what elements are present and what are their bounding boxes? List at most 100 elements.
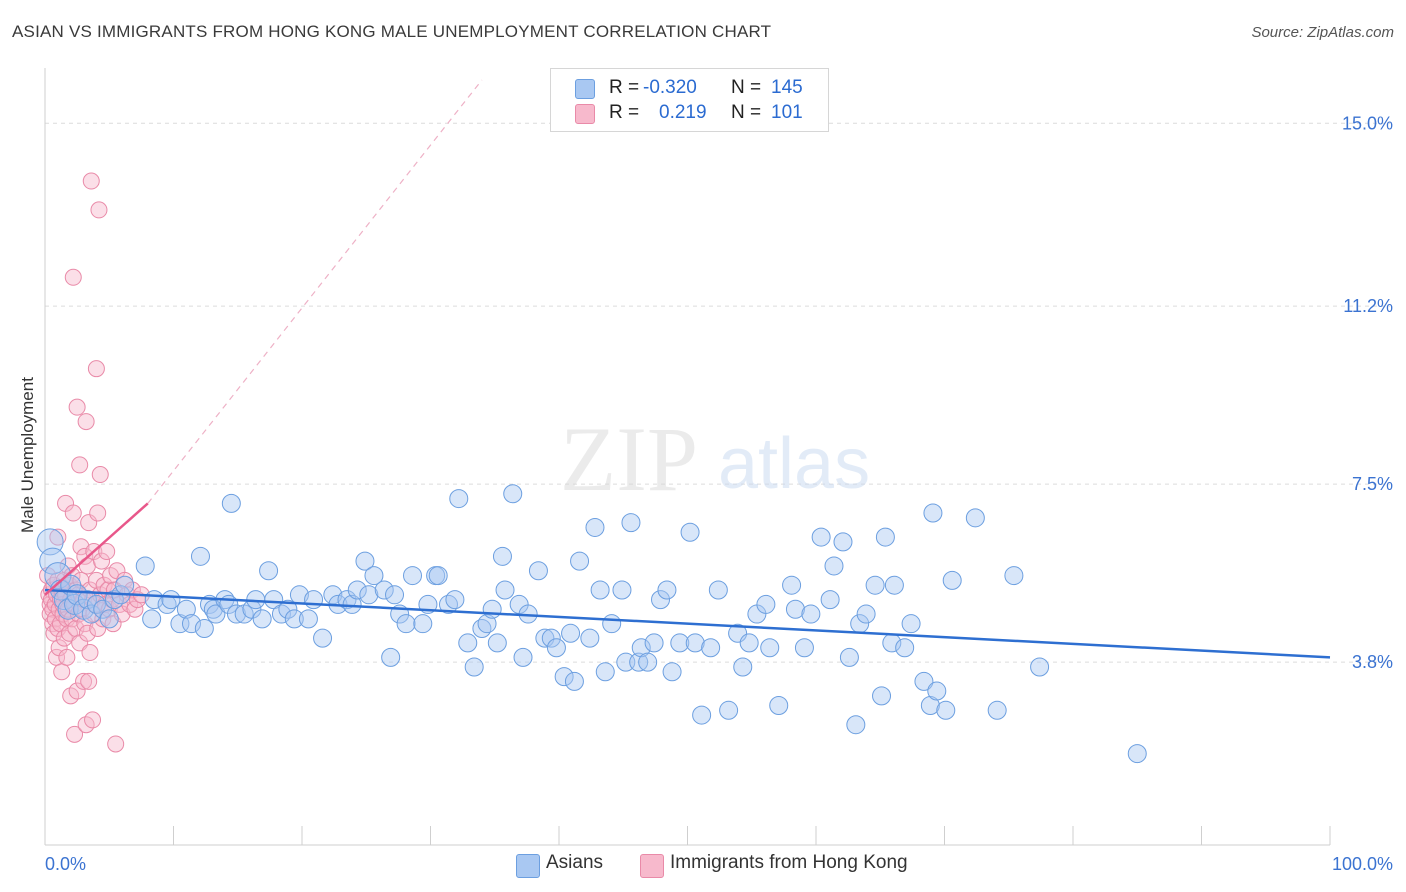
asians-point — [403, 566, 423, 586]
hong-kong-point — [90, 201, 108, 219]
asians-point — [458, 633, 478, 653]
correlation-legend: R = -0.320 N = 145 R = 0.219 N = 101 — [550, 68, 829, 132]
asians-point — [570, 551, 590, 571]
asians-point — [385, 585, 405, 605]
hong-kong-point — [55, 629, 73, 647]
legend-r-value: -0.320 — [643, 77, 697, 98]
asians-point — [920, 695, 940, 715]
hong-kong-point — [107, 735, 125, 753]
asians-point — [428, 566, 448, 586]
asians-point — [756, 594, 776, 614]
asians-point — [259, 561, 279, 581]
hong-kong-point — [78, 557, 96, 575]
asians-point — [176, 599, 196, 619]
hong-kong-point — [68, 398, 86, 416]
chart-title: ASIAN VS IMMIGRANTS FROM HONG KONG MALE … — [12, 22, 772, 41]
legend-n-value: 145 — [771, 77, 803, 98]
asians-point — [492, 546, 512, 566]
asians-point — [794, 638, 814, 658]
asians-point — [733, 657, 753, 677]
asians-point — [413, 614, 433, 634]
x-tick-label: 0.0% — [45, 854, 86, 874]
asians-point — [936, 700, 956, 720]
y-tick-labels: 3.8% 7.5% 11.2% 15.0% — [1342, 113, 1393, 672]
asians-point — [170, 614, 190, 634]
series-hong-kong-points — [39, 172, 150, 753]
asians-point — [313, 628, 333, 648]
asians-point — [685, 633, 705, 653]
hong-kong-point — [58, 648, 76, 666]
x-tick-label: 100.0% — [1332, 854, 1393, 874]
asians-point — [590, 580, 610, 600]
asians-point — [482, 599, 502, 619]
hong-kong-point — [81, 644, 99, 662]
y-tick-label: 15.0% — [1342, 113, 1393, 133]
gridlines — [45, 122, 1390, 663]
source-credit: Source: ZipAtlas.com — [1251, 24, 1394, 41]
y-tick-label: 3.8% — [1352, 652, 1393, 672]
asians-point — [651, 590, 671, 610]
asians-point — [657, 580, 677, 600]
asians-point — [901, 614, 921, 634]
hong-kong-point — [77, 413, 95, 431]
asians-point — [77, 590, 97, 610]
asians-point — [81, 604, 101, 624]
asians-point — [856, 604, 876, 624]
series-asians-points — [36, 484, 1147, 764]
hong-kong-point — [68, 682, 86, 700]
hong-kong-trend-line — [44, 502, 149, 596]
asians-point — [638, 652, 658, 672]
hong-kong-point — [66, 725, 84, 743]
asians-point — [595, 662, 615, 682]
asians-point — [564, 671, 584, 691]
asians-point — [477, 614, 497, 634]
hong-kong-point — [93, 552, 111, 570]
x-tick-labels: 0.0% 100.0% — [45, 854, 1393, 874]
hong-kong-point — [84, 711, 102, 729]
hong-kong-point — [89, 504, 107, 522]
asians-trend-line — [44, 588, 1331, 659]
asians-point — [670, 633, 690, 653]
asians-point — [833, 532, 853, 552]
asians-point — [298, 609, 318, 629]
hong-kong-point — [98, 543, 116, 561]
asians-point — [585, 517, 605, 537]
legend-r-label: R = — [609, 102, 640, 123]
asians-point — [221, 493, 241, 513]
asians-point — [561, 623, 581, 643]
bottom-legend-label: Asians — [546, 852, 604, 873]
asians-point — [942, 570, 962, 590]
trend-lines — [44, 79, 1331, 659]
asians-point — [621, 513, 641, 533]
asians-point — [785, 599, 805, 619]
asians-point — [495, 580, 515, 600]
hong-kong-point — [126, 600, 144, 618]
asians-point — [875, 527, 895, 547]
asians-point — [99, 609, 119, 629]
asians-point — [513, 647, 533, 667]
asians-point — [739, 633, 759, 653]
asians-point — [278, 599, 298, 619]
asians-point — [487, 633, 507, 653]
asians-point — [839, 647, 859, 667]
asians-point — [323, 585, 343, 605]
hong-kong-point — [78, 624, 96, 642]
asians-point — [872, 686, 892, 706]
hong-kong-point — [91, 466, 109, 484]
hong-kong-point — [76, 547, 94, 565]
asians-point — [846, 715, 866, 735]
asians-point — [692, 705, 712, 725]
hong-kong-point — [64, 504, 82, 522]
asians-point — [252, 609, 272, 629]
asians-point — [719, 700, 739, 720]
asians-point — [701, 638, 721, 658]
asians-point — [1004, 566, 1024, 586]
asians-point — [554, 667, 574, 687]
legend-r-value: 0.219 — [659, 102, 707, 123]
asians-point — [923, 503, 943, 523]
asians-point — [895, 638, 915, 658]
watermark: ZIP atlas — [560, 408, 870, 510]
hong-kong-trend-extension — [147, 79, 483, 504]
hong-kong-point — [49, 528, 67, 546]
asians-point — [86, 594, 106, 614]
